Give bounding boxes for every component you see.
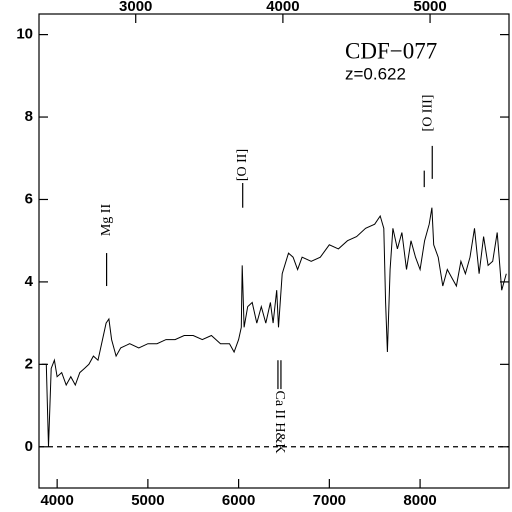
x-tick-label: 5000 xyxy=(131,492,164,509)
plot-frame xyxy=(38,13,510,489)
chart-title: CDF−077 xyxy=(345,38,437,63)
spectrum-line xyxy=(41,207,507,447)
x-tick-label: 6000 xyxy=(222,492,255,509)
y-tick-label: 10 xyxy=(16,26,33,43)
y-tick-label: 4 xyxy=(25,273,34,290)
annotation-label: [O II] xyxy=(235,149,250,181)
x2-tick-label: 4000 xyxy=(266,0,299,15)
annotation-label: Mg II xyxy=(99,204,114,237)
x-tick-label: 8000 xyxy=(403,492,436,509)
y-tick-label: 6 xyxy=(25,190,33,207)
x-tick-label: 4000 xyxy=(40,492,73,509)
annotation-label: Ca II H&K xyxy=(272,391,287,454)
x-tick-label: 7000 xyxy=(313,492,346,509)
y-tick-label: 8 xyxy=(25,108,33,125)
y-tick-label: 0 xyxy=(25,438,33,455)
chart-subtitle: z=0.622 xyxy=(345,64,406,83)
x2-tick-label: 3000 xyxy=(119,0,152,15)
annotation-label: [O III] xyxy=(420,95,435,132)
x2-tick-label: 5000 xyxy=(413,0,446,15)
y-tick-label: 2 xyxy=(25,355,33,372)
